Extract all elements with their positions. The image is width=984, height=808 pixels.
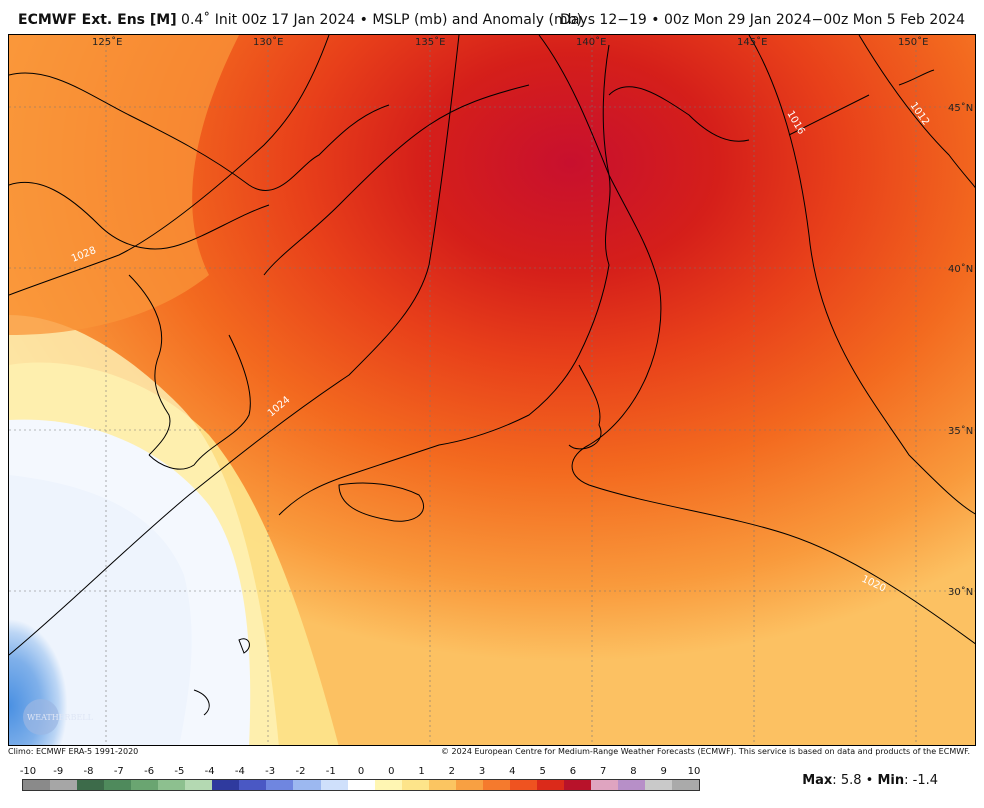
globe-icon (23, 699, 59, 735)
lat-label: 30˚N (948, 586, 973, 598)
colorbar-swatch (212, 780, 240, 790)
lat-label: 35˚N (948, 425, 973, 437)
init-time: Init 00z 17 Jan 2024 (214, 12, 356, 28)
colorbar-tick-label: 0 (357, 766, 365, 777)
colorbar-swatch (590, 780, 619, 790)
colorbar-swatch (563, 780, 591, 790)
colorbar-tick-label: -10 (19, 766, 37, 777)
lon-label: 145˚E (737, 36, 767, 48)
negative-anomaly-area (9, 475, 192, 745)
colorbar-tick-label: 10 (687, 766, 701, 777)
lon-label: 125˚E (92, 36, 122, 48)
forecast-map: 1028 1024 1020 1016 1012 125˚E 130˚E 135… (8, 34, 976, 746)
map-canvas: 1028 1024 1020 1016 1012 125˚E 130˚E 135… (9, 35, 975, 745)
colorbar-tick-label: 8 (630, 766, 637, 777)
max-min-stats: Max: 5.8 • Min: -1.4 (802, 773, 938, 788)
latitude-labels: 45˚N 40˚N 35˚N 30˚N (948, 102, 973, 598)
max-label: Max (802, 773, 833, 788)
colorbar-tick-label: -4 (234, 766, 245, 777)
model-name: ECMWF Ext. Ens [M] (18, 12, 177, 28)
colorbar-tick-label: -6 (144, 766, 155, 777)
stats-separator: • (865, 773, 874, 788)
graticule (9, 35, 975, 745)
min-value: -1.4 (912, 773, 938, 788)
colorbar-swatch (77, 780, 105, 790)
coastlines (9, 44, 935, 716)
max-value: 5.8 (840, 773, 862, 788)
continent-anomaly-area (9, 35, 239, 335)
colorbar-swatch (266, 780, 294, 790)
colorbar-tick-label: 0 (388, 766, 395, 777)
colorbar-swatch (104, 780, 132, 790)
colorbar-swatch (428, 780, 456, 790)
colorbar-tick-label: -2 (295, 766, 306, 777)
colorbar-swatch (455, 780, 483, 790)
lon-label: 135˚E (415, 36, 445, 48)
colorbar-tick-label: 6 (569, 766, 577, 777)
chart-title: ECMWF Ext. Ens [M] 0.4˚ Init 00z 17 Jan … (18, 12, 582, 28)
colorbar-tick-label: 3 (478, 766, 486, 777)
colorbar (22, 779, 700, 791)
colorbar-tick-label: 2 (448, 766, 455, 777)
colorbar-tick-label: -5 (174, 766, 185, 777)
colorbar-swatch (536, 780, 564, 790)
lon-label: 150˚E (898, 36, 928, 48)
colorbar-swatch (50, 780, 78, 790)
weatherbell-logo: WEATHERBELL (23, 699, 94, 735)
colorbar-swatch (320, 780, 348, 790)
lat-label: 40˚N (948, 263, 973, 275)
colorbar-swatch (618, 780, 646, 790)
colorbar-tick-label: 9 (660, 766, 667, 777)
climatology-note: Climo: ECMWF ERA-5 1991-2020 (8, 747, 139, 756)
colorbar-tick-labels: -10 -9 -8 -7 -6 -5 -4 -4 -3 -2 -1 0 0 1 2 3 4 5 6 7 8 9 10 (19, 766, 701, 778)
model-resolution: 0.4˚ (181, 12, 211, 28)
colorbar-swatch (239, 780, 267, 790)
colorbar-swatch (131, 780, 159, 790)
colorbar-swatch (347, 780, 375, 790)
colorbar-tick-label: 7 (599, 766, 607, 777)
colorbar-swatch (645, 780, 673, 790)
min-label: Min (877, 773, 905, 788)
colorbar-swatch (293, 780, 321, 790)
colorbar-swatch (482, 780, 510, 790)
logo-text: WEATHERBELL (27, 713, 94, 722)
colorbar-swatch (509, 780, 537, 790)
colorbar-tick-label: -4 (204, 766, 215, 777)
colorbar-swatch (374, 780, 402, 790)
colorbar-swatch (23, 780, 51, 790)
colorbar-tick-label: 1 (418, 766, 425, 777)
colorbar-swatch (401, 780, 429, 790)
lat-label: 45˚N (948, 102, 973, 114)
colorbar-swatch (672, 780, 700, 790)
colorbar-tick-label: -9 (53, 766, 64, 777)
colorbar-tick-label: 5 (539, 766, 546, 777)
colorbar-tick-label: -8 (83, 766, 94, 777)
lon-label: 130˚E (253, 36, 283, 48)
colorbar-tick-label: -7 (113, 766, 124, 777)
isobars (9, 35, 975, 656)
title-bullet: • (359, 12, 368, 28)
valid-period: Days 12−19 • 00z Mon 29 Jan 2024−00z Mon… (560, 12, 965, 28)
colorbar-swatch (185, 780, 213, 790)
longitude-labels: 125˚E 130˚E 135˚E 140˚E 145˚E 150˚E (92, 36, 928, 48)
chart-header: ECMWF Ext. Ens [M] 0.4˚ Init 00z 17 Jan … (0, 0, 984, 34)
colorbar-tick-label: -1 (325, 766, 336, 777)
colorbar-tick-label: -3 (265, 766, 276, 777)
field-name: MSLP (mb) and Anomaly (mb) (372, 12, 582, 28)
copyright-notice: © 2024 European Centre for Medium-Range … (441, 747, 970, 756)
colorbar-tick-label: 4 (509, 766, 516, 777)
lon-label: 140˚E (576, 36, 606, 48)
colorbar-swatch (158, 780, 186, 790)
